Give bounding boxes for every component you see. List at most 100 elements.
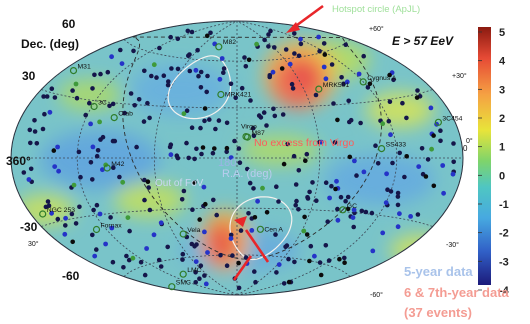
event-5year: [246, 211, 251, 216]
event-5year: [296, 53, 302, 59]
event-new: [322, 52, 328, 57]
event-5year: [296, 168, 302, 173]
event-5year: [358, 120, 363, 126]
event-5year: [27, 127, 33, 133]
event-5year: [185, 28, 191, 34]
event-blue: [350, 215, 356, 221]
event-green: [380, 121, 386, 127]
event-blue: [90, 144, 96, 150]
event-5year: [117, 174, 122, 180]
event-blue: [441, 190, 446, 196]
event-5year: [273, 232, 278, 237]
event-5year: [41, 94, 46, 99]
event-5year: [73, 221, 79, 226]
hotspot-arrow-cena: [232, 216, 270, 281]
event-new: [387, 72, 392, 78]
event-blue: [49, 210, 54, 216]
event-5year: [283, 47, 289, 52]
ra-tick-180: 180: [218, 157, 236, 169]
event-5year: [359, 208, 365, 214]
event-5year: [304, 151, 310, 157]
source-marker: [168, 283, 176, 291]
event-5year: [149, 73, 154, 79]
event-5year: [88, 160, 94, 165]
event-5year: [224, 149, 229, 155]
event-5year: [228, 81, 234, 87]
energy-label: E > 57 EeV: [392, 34, 454, 48]
event-5year: [361, 53, 367, 59]
event-new: [431, 183, 437, 189]
event-5year: [341, 81, 346, 87]
event-new: [333, 186, 338, 192]
virgo-annotation: No excess from Virgo: [254, 137, 354, 149]
event-blue: [416, 164, 422, 170]
event-5year: [402, 174, 407, 180]
event-5year: [317, 48, 322, 54]
event-blue: [384, 171, 389, 177]
event-5year: [323, 180, 329, 185]
event-5year: [243, 64, 249, 69]
event-new: [304, 232, 310, 237]
event-5year: [175, 66, 181, 72]
event-5year: [271, 106, 276, 112]
event-5year: [438, 128, 443, 133]
event-5year: [138, 259, 144, 265]
event-green: [254, 41, 259, 47]
event-blue: [440, 163, 446, 168]
event-blue: [327, 195, 332, 201]
event-5year: [118, 47, 123, 53]
source-markers: [39, 43, 442, 291]
event-5year: [92, 72, 97, 78]
event-5year: [28, 166, 34, 172]
event-5year: [347, 119, 352, 125]
event-5year: [91, 207, 96, 213]
event-blue: [344, 79, 350, 85]
event-new: [203, 201, 208, 207]
event-new: [404, 154, 410, 159]
event-5year: [165, 244, 170, 250]
event-green: [130, 255, 136, 261]
event-blue: [55, 144, 60, 150]
event-5year: [252, 269, 257, 274]
event-5year: [189, 125, 195, 130]
event-5year: [169, 66, 174, 71]
event-5year: [286, 256, 291, 262]
source-label: Crab: [118, 111, 133, 118]
colorbar-tick-label: 5: [499, 27, 505, 39]
event-5year: [192, 156, 197, 162]
event-5year: [298, 41, 304, 47]
event-5year: [204, 89, 209, 95]
event-5year: [438, 138, 443, 144]
event-5year: [90, 177, 95, 182]
event-5year: [388, 189, 394, 194]
event-5year: [131, 48, 136, 54]
event-new: [212, 146, 217, 151]
event-5year: [387, 99, 393, 104]
ra-tick-360: 360°: [6, 154, 31, 168]
event-5year: [74, 95, 80, 101]
source-label: Fornax: [101, 223, 123, 230]
event-blue: [47, 109, 53, 115]
event-blue: [287, 61, 293, 67]
event-5year: [98, 137, 103, 142]
event-blue: [103, 241, 108, 247]
event-5year: [127, 228, 132, 234]
dec-tick-60-left: 60: [62, 17, 76, 31]
legend-event-count: (37 events): [404, 305, 472, 320]
event-5year: [321, 41, 327, 46]
event-5year: [193, 270, 198, 275]
event-5year: [198, 85, 204, 90]
event-5year: [281, 281, 287, 286]
event-5year: [211, 197, 216, 203]
colorbar-tick-label: -1: [499, 199, 509, 211]
grid-label-minus30: -30°: [446, 241, 459, 249]
event-new: [197, 217, 202, 222]
event-5year: [369, 210, 375, 216]
event-blue: [56, 168, 61, 174]
event-new: [335, 117, 340, 123]
event-5year: [111, 165, 116, 170]
source-marker: [92, 225, 101, 234]
event-blue: [356, 71, 362, 77]
ra-grid-line: [153, 21, 238, 295]
event-5year: [156, 257, 162, 263]
